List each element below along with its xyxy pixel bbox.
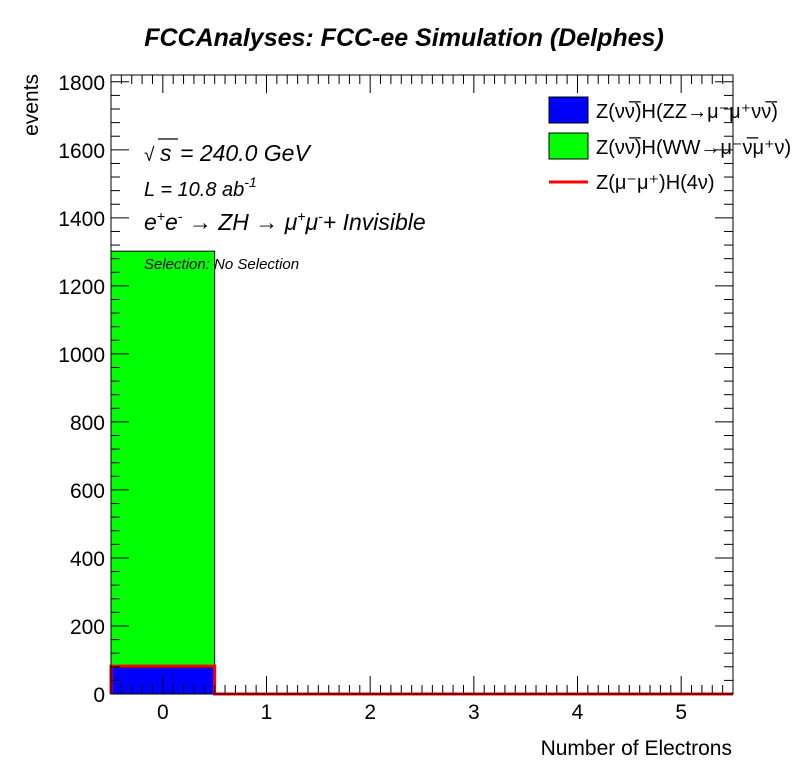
y-tick-label: 800 (70, 412, 105, 435)
y-tick-label: 600 (70, 480, 105, 503)
process-annotation: e+e- → ZH → μ+μ-+ Invisible (144, 208, 426, 235)
bars-layer (109, 250, 733, 696)
y-tick-label: 1200 (58, 276, 105, 299)
x-tick-label: 0 (157, 701, 169, 724)
lumi-annotation: L = 10.8 ab-1 (144, 174, 257, 201)
x-tick-label: 4 (572, 701, 584, 724)
x-tick-label: 1 (261, 701, 273, 724)
sqrt-symbol: √ (144, 145, 155, 166)
y-tick-label: 1800 (58, 72, 105, 95)
x-axis-label: Number of Electrons (541, 737, 732, 760)
x-tick-label: 2 (364, 701, 376, 724)
y-tick-label: 200 (70, 616, 105, 639)
legend: Z(νν̅)H(ZZ→μ⁻μ⁺νν̅) Z(νν̅)H(WW→μ⁻ν̅μ⁺ν) … (548, 96, 791, 194)
ticks-layer: 0 200 400 600 800 1000 1200 1400 1600 1800 0 1 2 3 4 5 (58, 72, 734, 724)
sqrt-s-var: s (160, 140, 172, 166)
bar-series1-bin0 (110, 250, 216, 668)
y-tick-label: 1000 (58, 344, 105, 367)
legend-label-ww: Z(νν̅)H(WW→μ⁻ν̅μ⁺ν) (596, 136, 791, 159)
selection-annotation: Selection: No Selection (144, 256, 299, 273)
x-tick-label: 5 (675, 701, 687, 724)
chart-title: FCCAnalyses: FCC-ee Simulation (Delphes) (144, 24, 664, 52)
y-axis-label: events (20, 74, 43, 136)
sqrt-s-value: = 240.0 GeV (180, 140, 312, 166)
x-tick-label: 3 (468, 701, 480, 724)
legend-swatch-zz (548, 96, 589, 124)
legend-label-mumu: Z(μ⁻μ⁺)H(4ν) (596, 172, 715, 194)
sqrt-s-annotation: √ s = 240.0 GeV (144, 138, 312, 166)
legend-swatch-ww (548, 132, 589, 160)
lumi-exponent: -1 (244, 174, 256, 190)
legend-label-zz: Z(νν̅)H(ZZ→μ⁻μ⁺νν̅) (596, 100, 778, 123)
lumi-text: L = 10.8 ab (144, 179, 244, 201)
process-invisible: + Invisible (323, 209, 426, 235)
y-tick-label: 1400 (58, 208, 105, 231)
y-tick-label: 1600 (58, 140, 105, 163)
annotations: √ s = 240.0 GeV L = 10.8 ab-1 e+e- → ZH … (144, 138, 426, 273)
y-tick-label: 0 (93, 684, 105, 707)
y-tick-label: 400 (70, 548, 105, 571)
